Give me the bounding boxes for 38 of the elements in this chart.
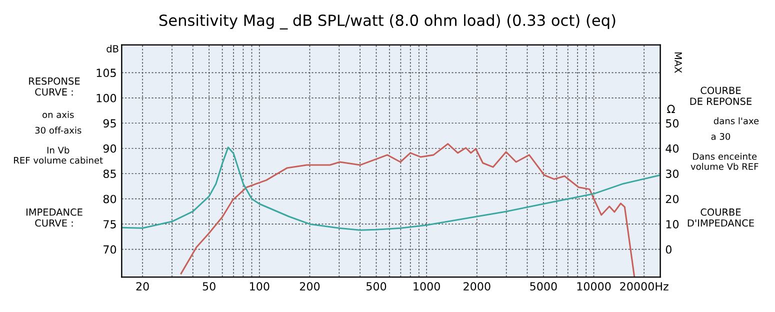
text: RESPONSE CURVE : [29,77,80,96]
y-tick-label: 90 [103,144,116,153]
y-axis-title: dB [106,44,118,52]
chart-title: Sensitivity Mag _ dB SPL/watt (8.0 ohm load) (0.33 oct) (eq) [159,14,616,30]
text: on axis [42,111,74,118]
y-tick-label: 95 [103,119,116,128]
y-tick-label: 70 [104,245,116,254]
x-tick-label: 20000Hz [620,282,668,291]
y2-tick-label: 20 [666,194,679,204]
y2-tick-label: 40 [666,144,679,153]
x-tick-label: 20 [136,282,149,291]
text: In Vb REF volume cabinet [14,146,103,164]
y-tick-label: 80 [103,194,116,204]
text: IMPEDANCE CURVE : [26,208,82,227]
text: dans l'axe [714,117,759,124]
y-tick-label: 85 [103,170,116,178]
y2-axis-title: Ω [667,104,675,113]
y-tick-label: 75 [104,220,116,228]
x-tick-label: 100 [250,282,270,291]
text: MAX [674,52,682,73]
y2-tick-label: 50 [666,119,679,128]
x-tick-label: 2000 [464,282,490,291]
text: a 30 [711,133,730,140]
x-tick-label: 200 [300,282,320,291]
y2-tick-label: 30 [666,170,679,178]
text: Dans enceinte volume Vb REF [690,152,758,170]
x-tick-label: 10000 [577,282,611,291]
y2-tick-label: 10 [666,220,679,228]
x-tick-label: 1000 [414,282,440,291]
text: COURBE DE REPONSE [690,86,752,105]
x-tick-label: 5000 [530,282,557,291]
text: 30 off-axis [35,126,82,134]
y-tick-label: 105 [96,68,116,78]
y-tick-label: 100 [96,94,116,102]
x-tick-label: 50 [202,282,216,291]
y2-tick-label: 0 [666,245,672,254]
x-tick-label: 500 [366,282,386,291]
text: COURBE D'IMPEDANCE [688,208,754,227]
